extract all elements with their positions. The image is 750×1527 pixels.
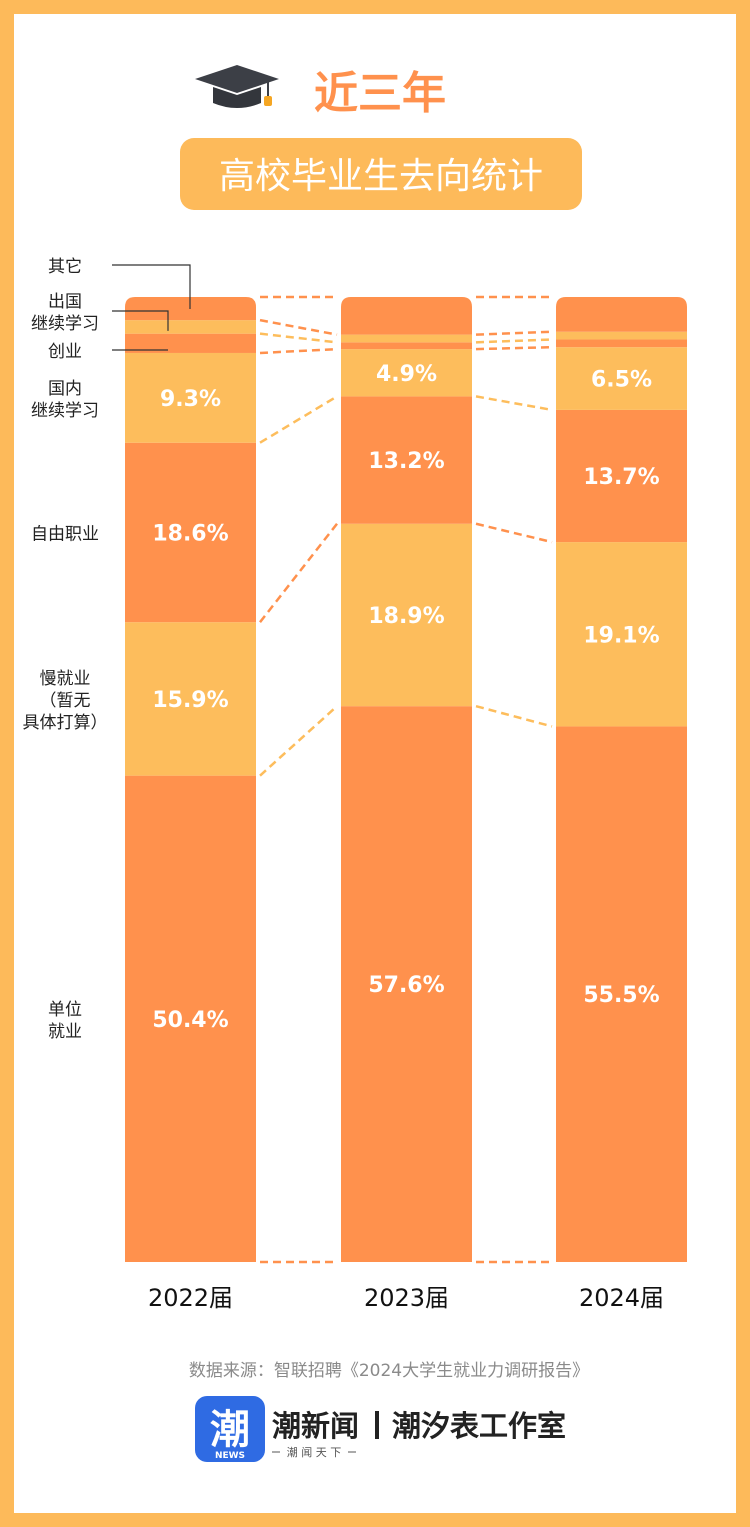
data-label: 50.4% <box>152 1008 228 1033</box>
x-tick-label: 2022届 <box>148 1284 233 1312</box>
brand-divider <box>375 1411 379 1439</box>
graduation-cap-icon <box>195 65 279 108</box>
brand-name: 潮新闻 <box>272 1409 359 1443</box>
data-label: 18.9% <box>368 604 444 629</box>
bar-segment <box>341 349 472 397</box>
bar-segment <box>341 297 472 335</box>
chao-news-logo-icon: 潮 NEWS <box>195 1396 265 1462</box>
bar-segment <box>556 331 687 340</box>
bar-2023届 <box>341 297 472 1262</box>
bar-2022届 <box>125 297 256 1262</box>
connector-line <box>475 704 553 728</box>
x-axis-labels: 2022届 2023届 2024届 <box>148 1284 664 1312</box>
series-label: 其它 <box>48 257 82 277</box>
series-label: 单位就业 <box>48 1000 82 1042</box>
bar-segment <box>556 347 687 410</box>
data-label: 13.2% <box>368 449 444 474</box>
series-label: 慢就业（暂无具体打算） <box>23 668 108 733</box>
bar-segment <box>125 775 256 1262</box>
bar-connectors <box>259 295 553 1264</box>
data-label: 19.1% <box>583 623 659 648</box>
bar-segment <box>556 297 687 332</box>
bar-segment <box>125 352 256 443</box>
x-tick-label: 2023届 <box>364 1284 449 1312</box>
data-label: 13.7% <box>583 465 659 490</box>
leader-line <box>112 310 169 331</box>
data-label: 55.5% <box>583 983 659 1008</box>
data-label: 18.6% <box>152 521 228 546</box>
data-label: 4.9% <box>376 362 437 387</box>
bar-segment <box>556 726 687 1262</box>
svg-text:NEWS: NEWS <box>215 1451 245 1461</box>
x-tick-label: 2024届 <box>579 1284 664 1312</box>
bar-segment <box>125 442 256 623</box>
bar-segment <box>556 542 687 727</box>
data-source: 数据来源：智联招聘《2024大学生就业力调研报告》 <box>189 1361 589 1381</box>
bar-segment <box>556 339 687 348</box>
bar-segment <box>341 396 472 524</box>
bar-segment <box>125 333 256 353</box>
series-label: 国内继续学习 <box>31 379 99 421</box>
page-subtitle: 高校毕业生去向统计 <box>219 156 543 197</box>
series-label: 创业 <box>48 342 82 362</box>
data-label: 9.3% <box>160 387 221 412</box>
bar-segment <box>341 706 472 1262</box>
series-labels: 单位就业 慢就业（暂无具体打算） 自由职业 国内继续学习 创业 出国继续学习 其它 <box>23 257 191 1042</box>
subtitle-pill <box>180 138 582 210</box>
connector-line <box>259 395 338 444</box>
page-title: 近三年 <box>314 68 446 119</box>
connector-line <box>259 318 338 336</box>
series-label: 自由职业 <box>31 524 99 544</box>
data-label: 15.9% <box>152 688 228 713</box>
brand-tagline: 潮 闻 天 下 <box>287 1445 342 1459</box>
bar-2024届 <box>556 297 687 1262</box>
data-label: 57.6% <box>368 973 444 998</box>
connector-line <box>475 522 553 544</box>
data-label: 6.5% <box>591 368 652 393</box>
stacked-bars: 50.4% 15.9% 18.6% 9.3% 57.6% 18.9% 13.2% 4.9% 55… <box>125 297 687 1262</box>
leader-line <box>112 264 191 309</box>
connector-line <box>259 705 338 777</box>
bar-segment <box>556 409 687 543</box>
studio-name: 潮汐表工作室 <box>392 1409 566 1443</box>
series-label: 出国继续学习 <box>31 292 99 334</box>
connector-line <box>259 523 338 623</box>
bar-segment <box>341 334 472 343</box>
bar-segment <box>341 523 472 707</box>
bar-segment <box>125 320 256 334</box>
bar-segment <box>125 622 256 776</box>
svg-text:潮: 潮 <box>210 1407 250 1453</box>
bar-segment <box>341 342 472 350</box>
